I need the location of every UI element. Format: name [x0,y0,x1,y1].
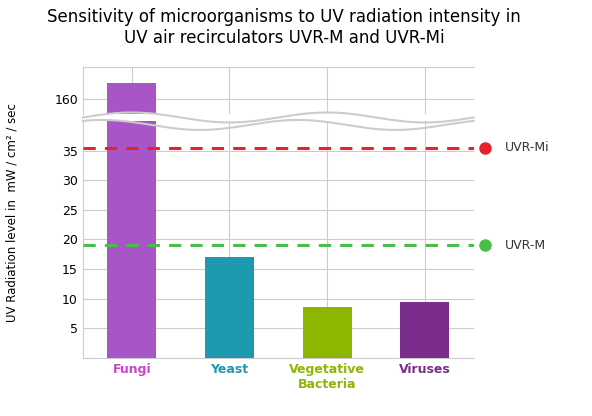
Bar [107,0,156,358]
Bar [400,302,449,358]
Bar [205,257,254,358]
Bar [303,307,352,358]
Text: UVR-Mi: UVR-Mi [505,141,549,154]
Text: UV Radiation level in  mW / cm² / sec: UV Radiation level in mW / cm² / sec [5,103,18,322]
Text: UVR-M: UVR-M [505,239,546,252]
Bar [107,83,156,416]
Text: Sensitivity of microorganisms to UV radiation intensity in
UV air recirculators : Sensitivity of microorganisms to UV radi… [47,8,521,47]
